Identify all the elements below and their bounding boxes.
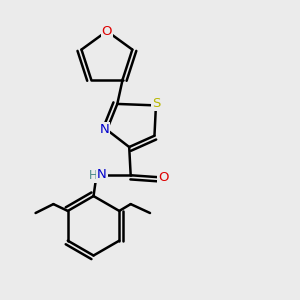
Text: O: O — [158, 171, 169, 184]
Text: N: N — [100, 123, 110, 136]
Text: S: S — [152, 98, 160, 110]
Text: N: N — [97, 169, 107, 182]
Text: H: H — [89, 169, 98, 182]
Text: O: O — [102, 25, 112, 38]
